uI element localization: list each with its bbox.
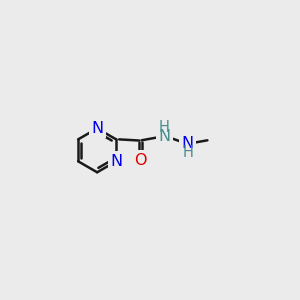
Text: N: N — [110, 154, 122, 169]
Text: H: H — [183, 145, 194, 160]
Text: N: N — [182, 136, 194, 151]
Text: O: O — [134, 153, 147, 168]
Text: N: N — [91, 121, 103, 136]
Text: N: N — [159, 129, 171, 144]
Text: H: H — [158, 120, 169, 135]
